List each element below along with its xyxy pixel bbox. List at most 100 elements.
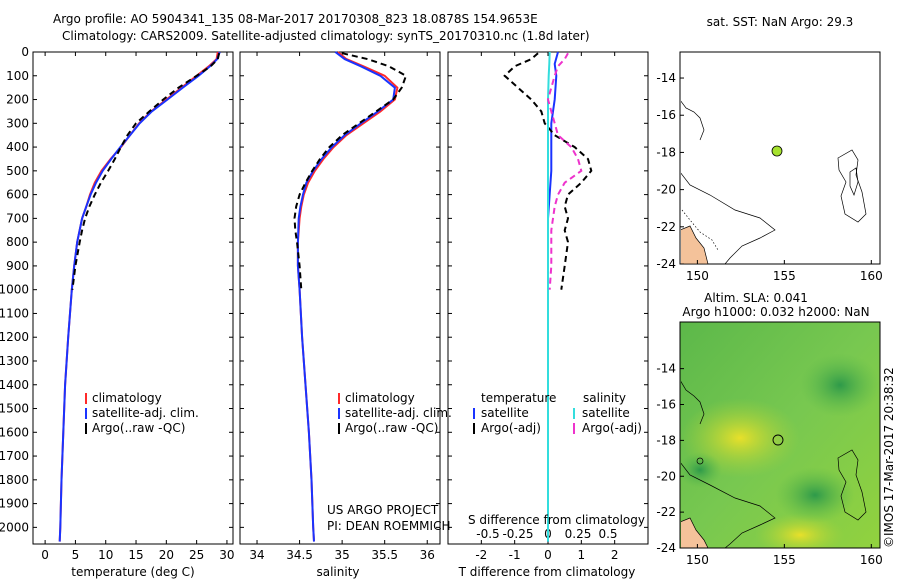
sst-lat-label: -24 xyxy=(656,257,676,271)
depth-tick-label: 1400 xyxy=(0,378,29,392)
t-difference-xlabel: T difference from climatology xyxy=(458,565,636,579)
legend-label-s-satellite: satellite xyxy=(582,406,630,420)
depth-tick-label: 1200 xyxy=(0,330,29,344)
sst-lat-label: -22 xyxy=(656,220,676,234)
series-line-argo-raw-qc xyxy=(71,52,221,290)
sst-dotted-reef xyxy=(681,209,719,251)
series-line-climatology xyxy=(296,51,399,542)
sla-map-title-2: Argo h1000: 0.032 h2000: NaN xyxy=(682,305,869,319)
x-tick-label: 36 xyxy=(420,548,435,562)
credit-project: US ARGO PROJECT xyxy=(327,503,439,517)
depth-tick-label: 200 xyxy=(6,93,29,107)
x-tick-label: 10 xyxy=(98,548,113,562)
x-tick-label: 2 xyxy=(611,548,619,562)
depth-tick-label: 1800 xyxy=(0,473,29,487)
sla-lon-label: 155 xyxy=(773,553,796,567)
sla-small-circle xyxy=(696,457,704,465)
x-tick-label: 1 xyxy=(578,548,586,562)
depth-tick-label: 900 xyxy=(6,259,29,273)
sla-cool-patch xyxy=(800,353,879,417)
depth-tick-label: 500 xyxy=(6,164,29,178)
depth-tick-label: 1600 xyxy=(0,425,29,439)
depth-tick-label: 1700 xyxy=(0,449,29,463)
salinity-legend: climatology satellite-adj. clim. Argo(..… xyxy=(327,391,452,533)
sst-map-content xyxy=(681,100,867,264)
sst-lat-label: -20 xyxy=(656,183,676,197)
sla-lat-label: -14 xyxy=(656,362,676,376)
sst-map-frame xyxy=(679,51,881,265)
legend-label-argo: Argo(..raw -QC) xyxy=(92,421,185,435)
profile-lines xyxy=(58,51,593,542)
legend-label-argo: Argo(..raw -QC) xyxy=(345,421,438,435)
sla-plateau-contour xyxy=(837,449,867,521)
sst-lat-label: -14 xyxy=(656,71,676,85)
sla-land-australia xyxy=(681,517,709,548)
depth-tick-label: 1500 xyxy=(0,402,29,416)
sst-float-marker xyxy=(771,145,783,157)
sla-reef-contour xyxy=(681,380,705,425)
series-line-argo-raw-qc xyxy=(293,52,408,290)
x-tick-label: 0 xyxy=(544,548,552,562)
depth-tick-label: 700 xyxy=(6,211,29,225)
sla-lat-label: -22 xyxy=(656,505,676,519)
series-line-satellite-adj-clim xyxy=(296,51,396,542)
sst-lon-label: 150 xyxy=(686,269,709,283)
sst-coastline-contour xyxy=(681,172,776,264)
s-tick-label: -0.25 xyxy=(502,527,533,541)
temperature-panel-frame xyxy=(32,51,234,545)
x-tick-label: 34 xyxy=(249,548,264,562)
legend-label-satellite: satellite-adj. clim. xyxy=(92,406,199,420)
depth-tick-label: 2000 xyxy=(0,520,29,534)
legend-label-climatology: climatology xyxy=(92,391,162,405)
sst-lat-label: -16 xyxy=(656,108,676,122)
series-line-salinity-argo-adj xyxy=(546,52,583,290)
x-tick-label: 15 xyxy=(128,548,143,562)
series-line-temperature-argo-adj xyxy=(503,52,593,290)
series-line-temperature-satellite xyxy=(547,51,559,542)
sla-cool-patch-east xyxy=(775,467,855,523)
sla-lat-label: -16 xyxy=(656,398,676,412)
sla-lon-label: 150 xyxy=(686,553,709,567)
sst-land-australia xyxy=(681,225,709,264)
sla-map-title-1: Altim. SLA: 0.041 xyxy=(704,291,808,305)
x-tick-label: 30 xyxy=(219,548,234,562)
x-tick-label: -2 xyxy=(475,548,487,562)
map-ticks: 150 155 160 -14 -16 -18 -20 -22 -24 150 155 160 -14 -… xyxy=(656,71,882,567)
timestamp-stamp: ©IMOS 17-Mar-2017 20:38:32 xyxy=(882,367,896,548)
sla-lat-label: -24 xyxy=(656,541,676,555)
profile-axes: 0100200300400500600700800900100011001200… xyxy=(0,45,648,562)
s-difference-axis-label: S difference from climatology xyxy=(468,513,645,527)
depth-tick-label: 0 xyxy=(21,45,29,59)
depth-tick-label: 1300 xyxy=(0,354,29,368)
temperature-xlabel: temperature (deg C) xyxy=(71,565,194,579)
sla-coastline-contour xyxy=(681,462,776,548)
depth-tick-label: 400 xyxy=(6,140,29,154)
series-line-salinity-satellite xyxy=(547,51,551,542)
sla-lat-label: -20 xyxy=(656,469,676,483)
sla-cool-patch-west xyxy=(681,452,722,488)
sla-float-marker xyxy=(772,434,784,446)
sst-lon-label: 160 xyxy=(860,269,883,283)
sla-map-frame xyxy=(679,321,881,549)
legend-title-temperature: temperature xyxy=(481,391,556,405)
sst-map-title: sat. SST: NaN Argo: 29.3 xyxy=(707,15,854,29)
x-tick-label: 5 xyxy=(72,548,80,562)
salinity-panel-frame xyxy=(239,51,441,545)
sla-lat-label: -18 xyxy=(656,433,676,447)
sst-lat-label: -18 xyxy=(656,145,676,159)
sla-map-content xyxy=(681,353,879,548)
depth-tick-label: 1000 xyxy=(0,283,29,297)
title-line-1: Argo profile: AO 5904341_135 08-Mar-2017… xyxy=(53,12,538,26)
salinity-xlabel: salinity xyxy=(316,565,359,579)
difference-legend: temperature salinity satellite Argo(-adj… xyxy=(468,391,645,527)
depth-tick-label: 800 xyxy=(6,235,29,249)
x-tick-label: 34.5 xyxy=(286,548,313,562)
x-tick-label: 25 xyxy=(189,548,204,562)
credit-pi: PI: DEAN ROEMMICH xyxy=(327,519,450,533)
legend-label-satellite: satellite-adj. clim. xyxy=(345,406,452,420)
sst-reef-contour xyxy=(681,100,705,141)
x-tick-label: 35 xyxy=(334,548,349,562)
depth-tick-label: 300 xyxy=(6,116,29,130)
s-tick-label: 0.5 xyxy=(598,527,617,541)
